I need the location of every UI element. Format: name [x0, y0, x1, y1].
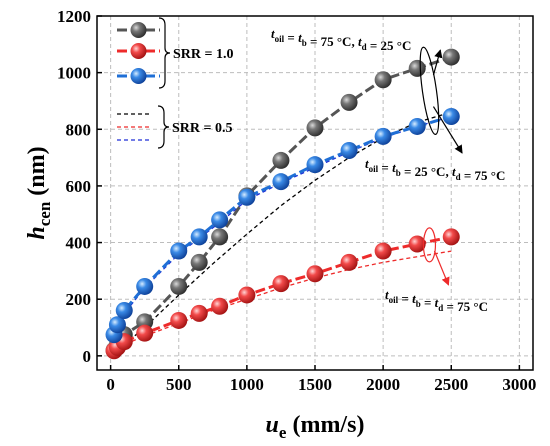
y-tick-label-1: 200	[66, 290, 92, 309]
point-s_blue-10	[340, 142, 358, 160]
legend-label-srr1: SRR = 1.0	[173, 47, 233, 62]
arrow-gray	[432, 49, 443, 76]
annotation-blue: toil = tb = 25 °C, td = 75 °C	[365, 156, 505, 183]
point-s_red-12	[408, 235, 426, 253]
point-s_blue-6	[211, 211, 229, 229]
point-s_blue-5	[190, 228, 208, 246]
y-tick-label-5: 1000	[57, 64, 91, 83]
point-s_blue-3	[136, 277, 154, 295]
point-s_gray-12	[408, 59, 426, 77]
x-tick-label-6: 3000	[502, 375, 536, 394]
x-tick-label-5: 2500	[434, 375, 468, 394]
point-s_blue-2	[115, 302, 133, 320]
legend-marker-s_gray	[130, 22, 147, 38]
annotation-red: toil = tb = td = 75 °C	[385, 287, 488, 314]
annotations: toil = tb = 75 °C, td = 25 °C toil = tb =…	[271, 26, 505, 314]
x-tick-label-1: 500	[166, 375, 192, 394]
point-s_red-9	[306, 265, 324, 283]
point-s_red-5	[190, 304, 208, 322]
point-s_blue-9	[306, 156, 324, 174]
point-s_blue-12	[408, 117, 426, 135]
legend-brace-srr05	[157, 105, 170, 149]
arrow-blue	[432, 106, 463, 154]
point-s_red-8	[272, 275, 290, 293]
axis-ticks: 0 500 1000 1500 2000 2500 3000 0 200 400 600 800 100…	[57, 7, 536, 394]
annotation-gray: toil = tb = 75 °C, td = 25 °C	[271, 26, 411, 53]
y-tick-label-6: 1200	[57, 7, 91, 26]
y-tick-label-0: 0	[83, 347, 92, 366]
axis-titles: ue (mm/s) hcen (nm)	[24, 146, 364, 442]
point-s_gray-4	[170, 277, 188, 295]
point-s_red-10	[340, 253, 358, 271]
legend-label-srr05: SRR = 0.5	[172, 121, 232, 136]
point-s_blue-13	[442, 108, 460, 126]
y-tick-label-3: 600	[66, 177, 92, 196]
point-s_red-4	[170, 311, 188, 329]
x-tick-label-2: 1000	[230, 375, 264, 394]
y-axis-title: hcen (nm)	[24, 146, 54, 239]
point-s_blue-7	[238, 188, 256, 206]
point-s_blue-1	[108, 316, 126, 334]
point-s_gray-11	[374, 71, 392, 89]
gray-blue-group-ellipse	[419, 46, 440, 135]
grid-lines	[97, 15, 533, 370]
red-group-ellipse	[422, 227, 437, 263]
arrow-red	[433, 250, 450, 286]
legend-brace-srr1	[158, 17, 171, 89]
series-line-d_gray	[113, 111, 452, 355]
x-tick-label-4: 2000	[366, 375, 400, 394]
legend-marker-s_red	[130, 43, 147, 59]
point-s_blue-8	[272, 173, 290, 191]
x-tick-label-0: 0	[106, 375, 115, 394]
x-tick-label-3: 1500	[298, 375, 332, 394]
point-s_gray-8	[272, 151, 290, 169]
x-axis-title: ue (mm/s)	[266, 412, 365, 442]
point-s_blue-11	[374, 127, 392, 145]
legend: SRR = 1.0 SRR = 0.5	[117, 17, 233, 149]
point-s_gray-6	[211, 228, 229, 246]
point-s_gray-13	[442, 48, 460, 66]
point-s_red-11	[374, 242, 392, 260]
point-s_blue-4	[170, 242, 188, 260]
series-layer	[105, 48, 460, 360]
y-tick-label-2: 400	[66, 234, 92, 253]
y-tick-label-4: 800	[66, 120, 92, 139]
point-s_red-3	[136, 324, 154, 342]
legend-marker-s_blue	[130, 68, 147, 84]
point-s_red-13	[442, 228, 460, 246]
point-s_red-6	[211, 297, 229, 315]
point-s_gray-5	[190, 253, 208, 271]
point-s_red-7	[238, 286, 256, 304]
point-s_gray-10	[340, 93, 358, 111]
point-s_gray-9	[306, 119, 324, 137]
